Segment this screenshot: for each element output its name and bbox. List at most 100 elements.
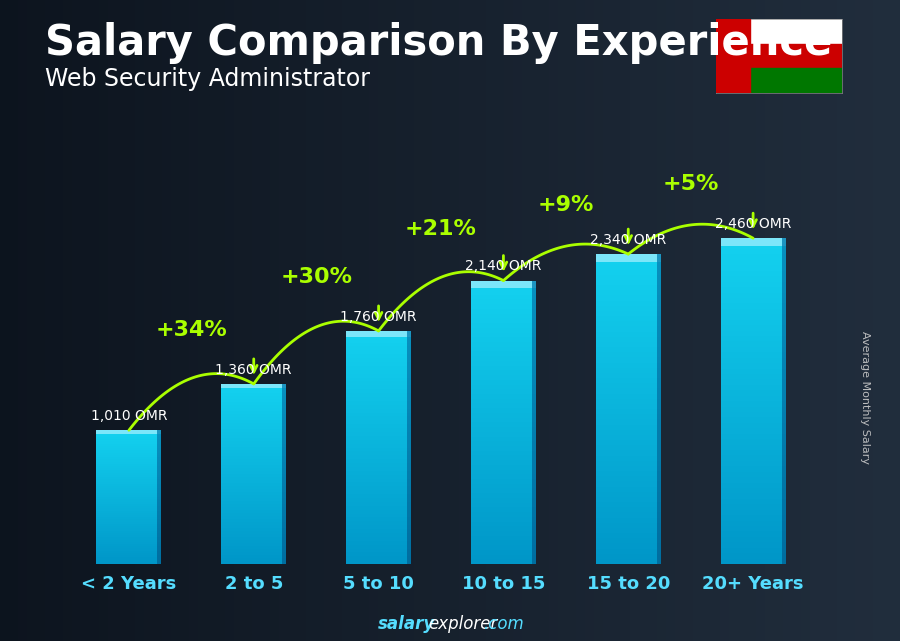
Bar [96, 506, 161, 508]
Bar [158, 468, 161, 470]
Bar [96, 551, 161, 553]
Bar [782, 461, 786, 466]
Bar [596, 481, 661, 487]
Bar [471, 479, 536, 484]
Bar [721, 331, 786, 336]
Bar [721, 390, 786, 395]
Bar [532, 361, 536, 365]
Bar [346, 556, 411, 560]
Bar [96, 542, 161, 544]
Bar [283, 528, 286, 531]
Bar [721, 358, 786, 363]
Bar [158, 453, 161, 455]
Bar [471, 408, 536, 413]
Bar [596, 358, 661, 363]
Bar [96, 528, 161, 531]
Bar [721, 363, 786, 369]
Bar [657, 404, 661, 409]
Bar [158, 462, 161, 463]
Bar [782, 379, 786, 385]
Bar [221, 447, 286, 450]
Bar [657, 270, 661, 275]
Bar [158, 558, 161, 560]
Bar [221, 486, 286, 489]
Bar [283, 474, 286, 477]
Bar [782, 510, 786, 515]
Bar [721, 466, 786, 472]
Bar [657, 538, 661, 544]
Bar [221, 492, 286, 495]
Bar [158, 484, 161, 486]
Bar [346, 358, 411, 362]
Bar [782, 456, 786, 461]
Bar [407, 513, 411, 517]
Bar [221, 387, 286, 390]
Bar [346, 553, 411, 556]
Bar [596, 296, 661, 301]
Bar [782, 439, 786, 445]
Bar [346, 440, 411, 444]
Bar [221, 528, 286, 531]
Bar [283, 492, 286, 495]
Bar [532, 309, 536, 313]
Bar [283, 396, 286, 399]
Bar [96, 488, 161, 490]
Bar [96, 459, 161, 462]
Bar [657, 554, 661, 559]
Bar [221, 408, 286, 411]
Bar [721, 537, 786, 542]
Bar [158, 435, 161, 437]
Bar [221, 498, 286, 501]
Bar [596, 435, 661, 440]
Bar [596, 399, 661, 404]
Bar [346, 451, 411, 455]
Bar [283, 489, 286, 492]
Bar [721, 423, 786, 428]
Bar [221, 444, 286, 447]
Bar [471, 319, 536, 323]
Bar [782, 287, 786, 292]
Bar [721, 385, 786, 390]
Bar [716, 19, 751, 93]
Bar [471, 526, 536, 531]
Bar [657, 440, 661, 445]
Bar [407, 487, 411, 490]
Bar [596, 331, 661, 337]
Bar [721, 265, 786, 271]
Bar [471, 484, 536, 488]
Text: 1,760 OMR: 1,760 OMR [340, 310, 417, 324]
Bar [782, 303, 786, 309]
Bar [721, 342, 786, 347]
Bar [596, 419, 661, 424]
Bar [96, 463, 161, 466]
Bar [346, 417, 411, 420]
Bar [471, 323, 536, 328]
Bar [471, 465, 536, 470]
Bar [471, 536, 536, 540]
Bar [96, 497, 161, 499]
Bar [346, 549, 411, 553]
Bar [221, 426, 286, 429]
Bar [532, 375, 536, 380]
Bar [407, 413, 411, 417]
Bar [532, 365, 536, 370]
Bar [532, 389, 536, 394]
Bar [96, 553, 161, 555]
Bar [782, 249, 786, 254]
Bar [471, 356, 536, 361]
Bar [721, 374, 786, 379]
Bar [96, 451, 161, 453]
Bar [221, 402, 286, 405]
Bar [782, 488, 786, 494]
Bar [283, 465, 286, 468]
Bar [596, 476, 661, 481]
Bar [596, 409, 661, 414]
Bar [471, 333, 536, 337]
Bar [532, 512, 536, 517]
Bar [721, 488, 786, 494]
Bar [407, 436, 411, 440]
Bar [346, 347, 411, 351]
Bar [346, 385, 411, 389]
Bar [471, 470, 536, 474]
Bar [283, 438, 286, 441]
